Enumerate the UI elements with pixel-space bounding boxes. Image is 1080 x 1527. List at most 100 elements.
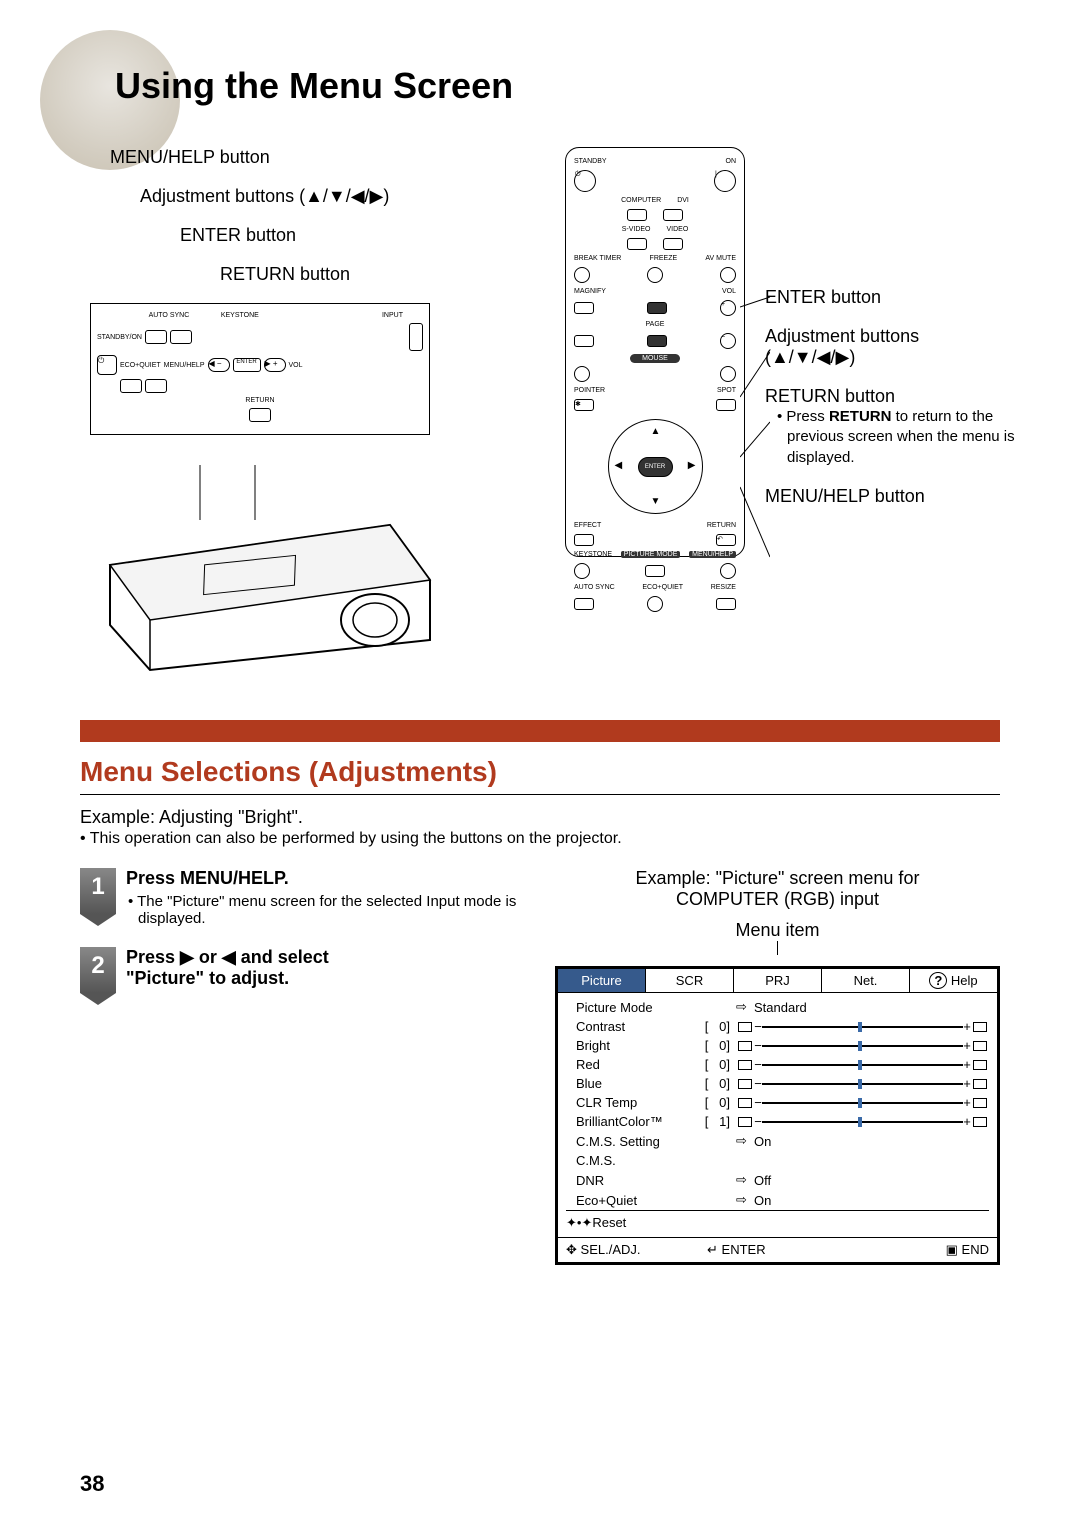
callout-enter: ENTER button bbox=[765, 287, 1025, 308]
menu-tab-scr[interactable]: SCR bbox=[646, 969, 734, 992]
proj-btn-keystone[interactable] bbox=[170, 330, 192, 344]
menu-caption-1: Example: "Picture" screen menu for bbox=[555, 868, 1000, 889]
remote-btn-rclick[interactable] bbox=[720, 366, 736, 382]
menu-row[interactable]: BrilliantColor™[ 1]−+ bbox=[566, 1112, 989, 1131]
step-1: 1 Press MENU/HELP. • The "Picture" menu … bbox=[80, 868, 525, 927]
remote-btn-computer[interactable] bbox=[627, 209, 647, 221]
step-2-title: Press ▶ or ◀ and select"Picture" to adju… bbox=[126, 947, 525, 989]
menu-tabs: Picture SCR PRJ Net. ? Help bbox=[558, 969, 997, 993]
remote-label-eco: ECO+QUIET bbox=[642, 584, 683, 591]
proj-btn-left[interactable]: ◀ − bbox=[208, 358, 230, 372]
menu-row[interactable]: Picture Mode⇨Standard bbox=[566, 997, 989, 1017]
projector-illustration bbox=[80, 465, 440, 675]
remote-btn-standby[interactable]: ⏻ bbox=[574, 170, 596, 192]
menu-tab-picture[interactable]: Picture bbox=[558, 969, 646, 992]
callout-menuhelp: MENU/HELP button bbox=[765, 486, 1025, 507]
remote-callout-labels: ENTER button Adjustment buttons (▲/▼/◀/▶… bbox=[765, 287, 1025, 525]
callout-return: RETURN button • Press RETURN to return t… bbox=[765, 386, 1025, 468]
page-number: 38 bbox=[80, 1471, 104, 1497]
remote-btn-menuhelp[interactable] bbox=[720, 563, 736, 579]
remote-btn-effect[interactable] bbox=[574, 534, 594, 546]
remote-label-vol: VOL bbox=[722, 288, 736, 295]
menu-row[interactable]: C.M.S. bbox=[566, 1151, 989, 1170]
right-diagram: STANDBY ON ⏻ | COMPUTER DVI S-VIDEO VIDE… bbox=[555, 147, 1000, 680]
proj-label-standby: STANDBY/ON bbox=[97, 334, 142, 341]
remote-btn-spot[interactable] bbox=[716, 399, 736, 411]
menu-row[interactable]: ✦•✦Reset bbox=[566, 1210, 989, 1233]
remote-btn-mag-up[interactable] bbox=[574, 302, 594, 314]
remote-btn-mag-dn[interactable] bbox=[574, 335, 594, 347]
label-menu-help: MENU/HELP button bbox=[110, 147, 525, 168]
remote-btn-eco[interactable] bbox=[647, 596, 663, 612]
remote-btn-return[interactable]: ↶ bbox=[716, 534, 736, 546]
remote-label-return: RETURN bbox=[707, 522, 736, 529]
dpad-left-icon: ◀ bbox=[615, 460, 623, 471]
menu-row[interactable]: Bright[ 0]−+ bbox=[566, 1036, 989, 1055]
menu-row[interactable]: C.M.S. Setting⇨On bbox=[566, 1131, 989, 1151]
menu-caption-2: COMPUTER (RGB) input bbox=[555, 889, 1000, 910]
remote-label-break: BREAK TIMER bbox=[574, 255, 621, 262]
dpad-right-icon: ▶ bbox=[688, 460, 696, 471]
menu-tab-net[interactable]: Net. bbox=[822, 969, 910, 992]
projector-control-panel: AUTO SYNC KEYSTONE INPUT STANDBY/ON ⏻ EC… bbox=[90, 303, 430, 435]
proj-btn-autosync[interactable] bbox=[145, 330, 167, 344]
menu-row[interactable]: Contrast[ 0]−+ bbox=[566, 1017, 989, 1036]
proj-btn-eco[interactable] bbox=[120, 379, 142, 393]
remote-label-autosync: AUTO SYNC bbox=[574, 584, 615, 591]
proj-label-vol: VOL bbox=[289, 362, 303, 369]
proj-btn-enter[interactable]: ENTER bbox=[233, 358, 261, 372]
remote-btn-svideo[interactable] bbox=[627, 238, 647, 250]
remote-label-picmode: PICTURE MODE bbox=[621, 551, 681, 558]
remote-dpad[interactable]: ▲ ▼ ◀ ▶ ENTER bbox=[608, 419, 703, 514]
menu-row[interactable]: Red[ 0]−+ bbox=[566, 1055, 989, 1074]
remote-btn-picmode[interactable] bbox=[645, 565, 665, 577]
remote-btn-avmute[interactable] bbox=[720, 267, 736, 283]
callout-adjust: Adjustment buttons (▲/▼/◀/▶) bbox=[765, 326, 1025, 368]
remote-label-magnify: MAGNIFY bbox=[574, 288, 606, 295]
example-sub: • This operation can also be performed b… bbox=[80, 830, 1000, 848]
menu-row[interactable]: CLR Temp[ 0]−+ bbox=[566, 1093, 989, 1112]
remote-btn-break[interactable] bbox=[574, 267, 590, 283]
remote-btn-dvi[interactable] bbox=[663, 209, 683, 221]
step-2-badge: 2 bbox=[80, 947, 116, 993]
proj-btn-menuhelp[interactable] bbox=[145, 379, 167, 393]
remote-btn-on[interactable]: | bbox=[714, 170, 736, 192]
remote-btn-freeze[interactable] bbox=[647, 267, 663, 283]
proj-btn-return[interactable] bbox=[249, 408, 271, 422]
remote-label-mouse: MOUSE bbox=[642, 355, 668, 362]
remote-btn-lclick[interactable] bbox=[574, 366, 590, 382]
menu-frame: Picture SCR PRJ Net. ? Help Picture Mode… bbox=[555, 966, 1000, 1265]
remote-btn-page-up[interactable] bbox=[647, 302, 667, 314]
example-text: Example: Adjusting "Bright". bbox=[80, 807, 1000, 828]
remote-btn-keystone[interactable] bbox=[574, 563, 590, 579]
menu-row[interactable]: DNR⇨Off bbox=[566, 1170, 989, 1190]
menu-row[interactable]: Blue[ 0]−+ bbox=[566, 1074, 989, 1093]
remote-btn-vol-up[interactable]: + bbox=[720, 300, 736, 316]
proj-label-input: INPUT bbox=[382, 312, 403, 319]
top-diagram-section: MENU/HELP button Adjustment buttons (▲/▼… bbox=[80, 147, 1000, 680]
remote-label-resize: RESIZE bbox=[711, 584, 736, 591]
proj-btn-input[interactable] bbox=[409, 323, 423, 351]
step-1-sub: • The "Picture" menu screen for the sele… bbox=[126, 893, 525, 927]
proj-label-eco: ECO+QUIET bbox=[120, 362, 161, 369]
dpad-down-icon: ▼ bbox=[651, 496, 661, 507]
step-2: 2 Press ▶ or ◀ and select"Picture" to ad… bbox=[80, 947, 525, 993]
menu-tab-help[interactable]: ? Help bbox=[910, 969, 997, 992]
step-1-title: Press MENU/HELP. bbox=[126, 868, 525, 889]
menu-item-pointer bbox=[555, 941, 1000, 955]
footer-end: ▣ END bbox=[848, 1242, 989, 1258]
remote-btn-pointer[interactable]: ✱ bbox=[574, 399, 594, 411]
menu-row[interactable]: Eco+Quiet⇨On bbox=[566, 1190, 989, 1210]
label-return: RETURN button bbox=[220, 264, 525, 285]
remote-btn-autosync[interactable] bbox=[574, 598, 594, 610]
remote-btn-page-dn[interactable] bbox=[647, 335, 667, 347]
remote-label-avmute: AV MUTE bbox=[705, 255, 736, 262]
proj-btn-right[interactable]: ▶ + bbox=[264, 358, 286, 372]
menu-item-label: Menu item bbox=[555, 920, 1000, 941]
remote-btn-resize[interactable] bbox=[716, 598, 736, 610]
proj-btn-standby[interactable]: ⏻ bbox=[97, 355, 117, 375]
remote-btn-vol-dn[interactable]: − bbox=[720, 333, 736, 349]
menu-tab-prj[interactable]: PRJ bbox=[734, 969, 822, 992]
remote-btn-video[interactable] bbox=[663, 238, 683, 250]
remote-btn-enter[interactable]: ENTER bbox=[638, 457, 673, 477]
